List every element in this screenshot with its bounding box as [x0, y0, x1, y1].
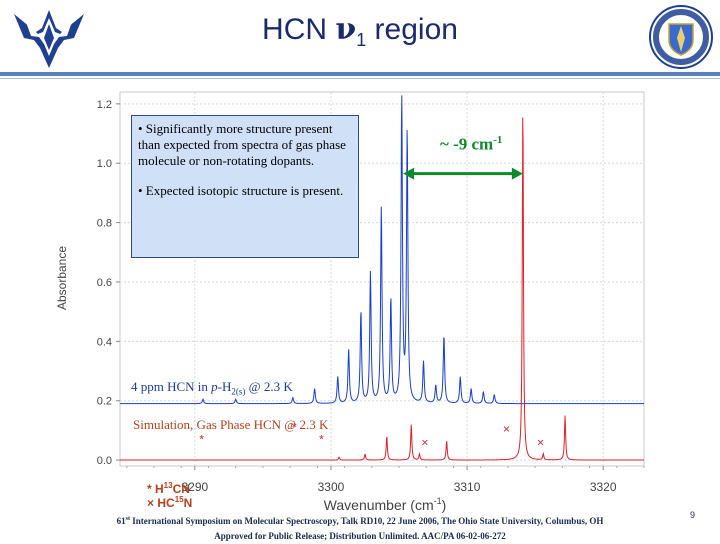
marker-hc15n: × — [537, 435, 544, 449]
y-axis-label: Absorbance — [55, 246, 69, 310]
x-tick-label: 3300 — [318, 480, 345, 494]
y-tick-label: 0.0 — [97, 455, 112, 467]
legend-hc15n: × HC15N — [147, 495, 193, 510]
page-number: 9 — [690, 510, 696, 520]
air-force-logo — [14, 10, 84, 68]
footer-citation: 61st International Symposium on Molecula… — [70, 512, 650, 544]
simulation-label: Simulation, Gas Phase HCN @ 2.3 K — [133, 417, 329, 432]
shift-arrowhead-left — [403, 167, 415, 180]
marker-h13cn: * — [292, 420, 297, 434]
x-tick-label: 3320 — [590, 480, 617, 494]
y-tick-label: 0.2 — [97, 396, 112, 408]
marker-hc15n: × — [503, 422, 510, 436]
shift-arrow — [403, 167, 523, 180]
notes-box: • Significantly more structure present t… — [131, 115, 359, 258]
y-tick-label: 1.2 — [97, 99, 112, 111]
shift-arrowhead-right — [511, 167, 523, 180]
marker-hc15n: × — [421, 435, 428, 449]
y-tick-label: 0.8 — [97, 218, 112, 230]
series-line-measured — [120, 95, 644, 405]
marker-h13cn: * — [199, 432, 204, 446]
note-bullet-1: • Significantly more structure present t… — [138, 121, 346, 168]
legend-h13cn: * H13CN — [147, 481, 190, 496]
slide-title: HCN ν1 region — [262, 12, 458, 50]
isotope-markers: * * * × × × — [199, 420, 544, 449]
note-bullet-2: • Expected isotopic structure is present… — [138, 183, 344, 198]
y-tick-label: 0.6 — [97, 277, 112, 289]
series-layer — [120, 95, 644, 461]
research-lab-seal — [649, 5, 713, 69]
x-tick-label: 3310 — [454, 480, 481, 494]
marker-h13cn: * — [319, 432, 324, 446]
experiment-label: 4 ppm HCN in p-H2(s) @ 2.3 K — [131, 379, 293, 397]
title-divider — [0, 72, 720, 76]
y-tick-label: 1.0 — [97, 158, 112, 170]
footer-line-1: 61st International Symposium on Molecula… — [116, 516, 604, 526]
title-subscript: 1 — [356, 30, 367, 50]
x-tick-label: 3290 — [182, 480, 209, 494]
title-divider-thin — [0, 78, 720, 79]
shift-annotation: ~ -9 cm-1 — [440, 134, 503, 154]
axis-ticks: 0.0 0.2 0.4 0.6 0.8 1.0 1.2 3290 3300 3310 3320 — [97, 99, 645, 494]
footer-line-2: Approved for Public Release; Distributio… — [214, 531, 506, 541]
nu-symbol: ν — [335, 12, 357, 47]
series-line-simulated — [120, 117, 644, 461]
x-axis-label: Wavenumber (cm-1) — [324, 496, 447, 513]
y-tick-label: 0.4 — [97, 336, 112, 348]
